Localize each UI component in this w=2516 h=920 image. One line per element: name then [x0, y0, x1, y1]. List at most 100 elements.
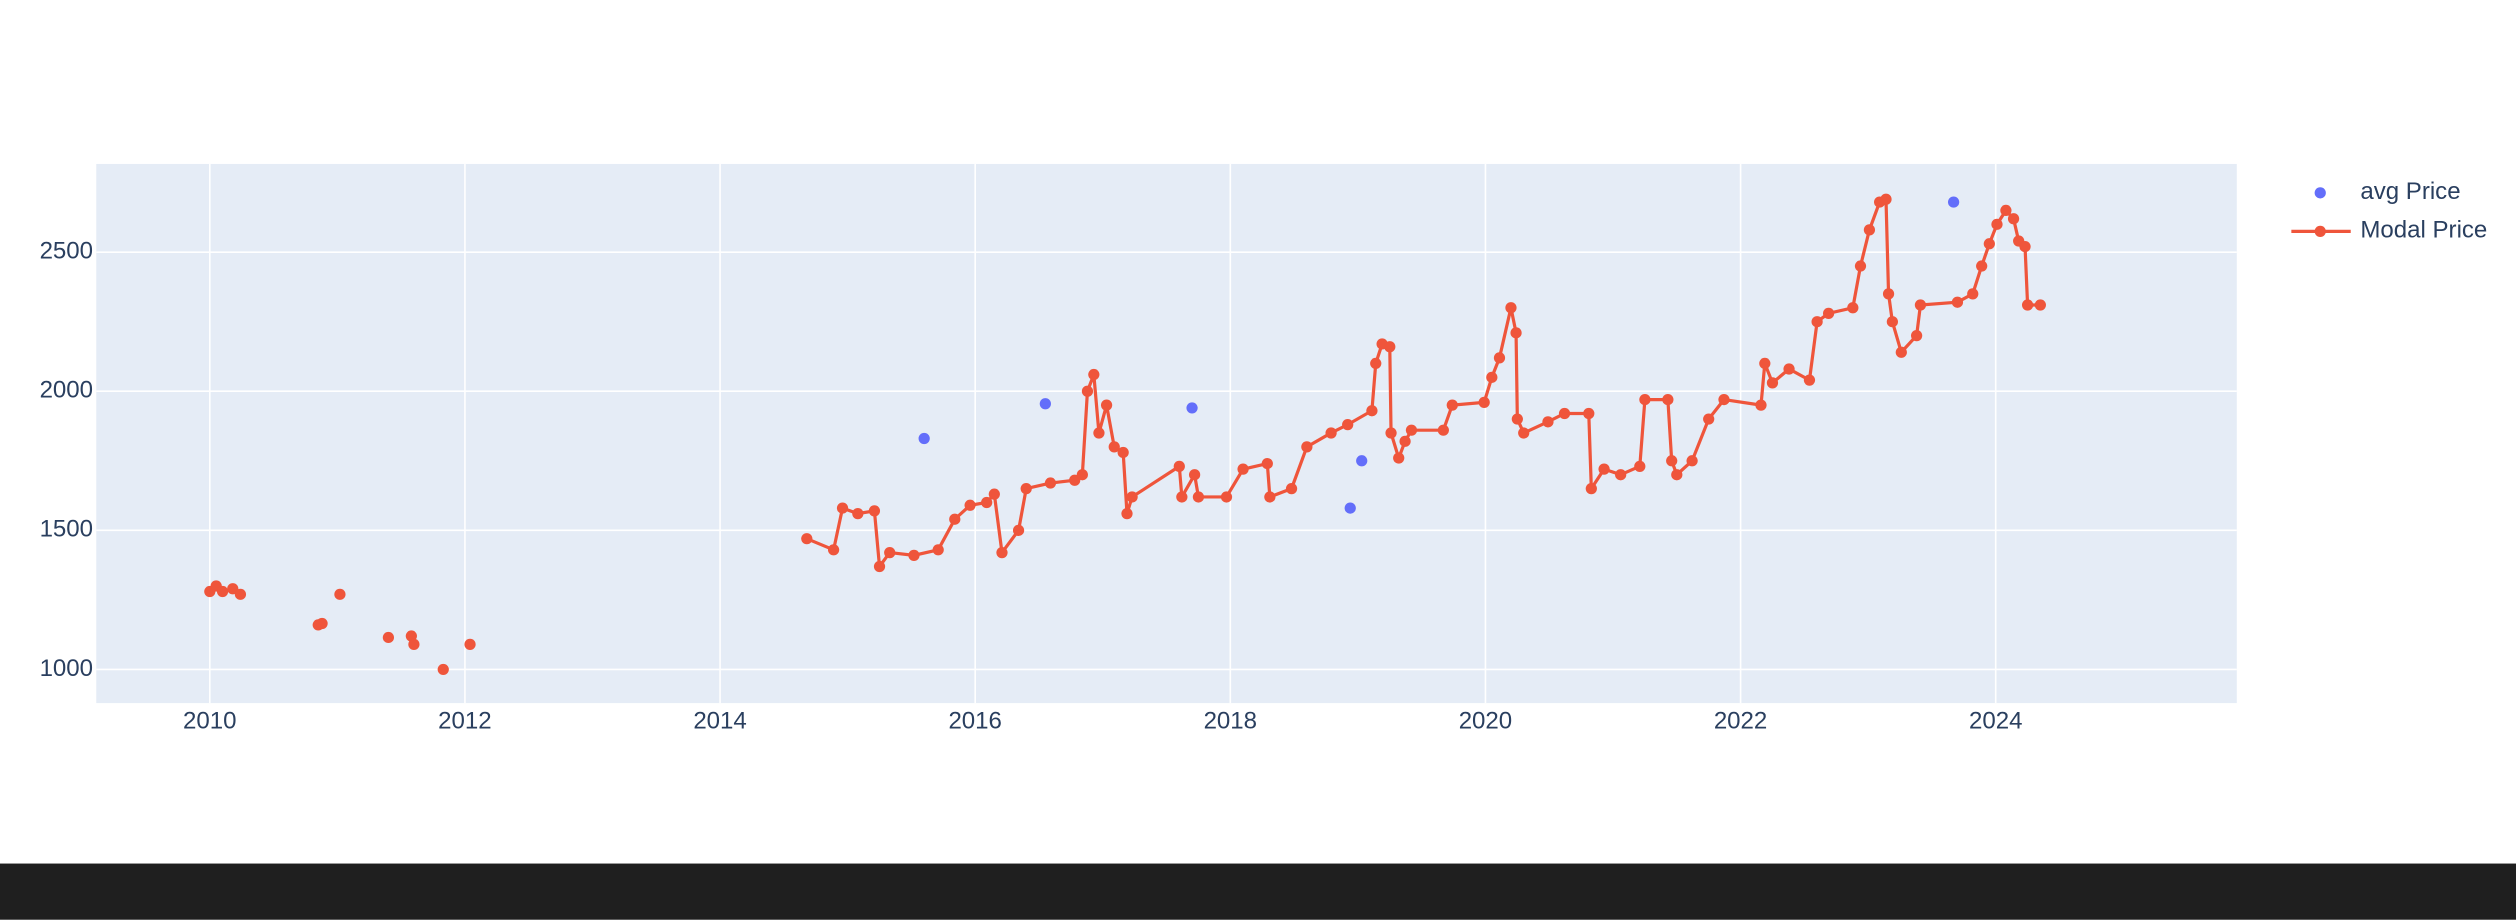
point — [2007, 213, 2020, 225]
point — [1088, 368, 1100, 381]
point — [852, 508, 864, 520]
point — [1895, 346, 1907, 358]
point — [1100, 399, 1113, 411]
point — [464, 638, 476, 651]
point — [1039, 398, 1051, 410]
x-tick-label: 2022 — [1714, 708, 1768, 735]
point — [1076, 469, 1088, 481]
point — [2034, 299, 2046, 311]
point — [1863, 224, 1876, 236]
point — [1385, 427, 1397, 439]
point — [1264, 491, 1276, 503]
point — [836, 502, 849, 514]
point — [964, 499, 976, 511]
marks — [204, 193, 2046, 676]
y-tick-label: 2500 — [40, 238, 94, 265]
point — [1220, 491, 1233, 503]
point — [1755, 399, 1767, 411]
point — [1505, 302, 1517, 314]
point — [1811, 316, 1823, 328]
grid — [96, 163, 2237, 704]
point — [1012, 524, 1025, 536]
point — [1325, 427, 1337, 439]
bottom-bar — [0, 863, 2516, 920]
y-tick-label: 1000 — [40, 655, 94, 682]
point — [1188, 469, 1201, 481]
point — [1598, 463, 1610, 475]
point — [1510, 327, 1522, 339]
y-tick-label: 2000 — [40, 377, 94, 404]
point — [382, 631, 395, 644]
x-tick-label: 2014 — [693, 708, 747, 735]
point — [1399, 435, 1411, 447]
point — [1662, 393, 1674, 406]
point — [1558, 407, 1571, 420]
point — [988, 488, 1000, 500]
point — [1803, 374, 1816, 386]
legend-marker — [2314, 225, 2326, 237]
point — [1615, 469, 1627, 481]
x-tick-label: 2020 — [1459, 708, 1512, 735]
point — [1766, 377, 1779, 389]
point — [408, 638, 420, 651]
point — [1967, 288, 1979, 300]
point — [1914, 299, 1927, 311]
point — [932, 544, 944, 556]
point — [1186, 402, 1198, 414]
point — [1093, 427, 1105, 439]
point — [1366, 405, 1378, 417]
point — [1671, 469, 1683, 481]
point — [1117, 446, 1129, 459]
point — [1237, 463, 1249, 475]
legend: avg Price Modal Price — [2291, 178, 2487, 244]
point — [981, 496, 993, 509]
point — [1344, 502, 1356, 514]
point — [437, 663, 449, 676]
point — [1983, 238, 1995, 250]
point — [1493, 352, 1506, 364]
point — [2000, 204, 2012, 217]
point — [1783, 363, 1795, 375]
point — [801, 533, 813, 545]
point — [868, 505, 881, 517]
point — [216, 585, 229, 598]
point — [1686, 455, 1698, 467]
point — [1910, 329, 1923, 342]
point — [1261, 457, 1273, 470]
point — [1044, 477, 1057, 489]
point — [1951, 296, 1964, 308]
point — [1176, 491, 1188, 503]
point — [1126, 491, 1138, 503]
point — [1486, 371, 1498, 383]
point — [1634, 460, 1646, 472]
point — [1947, 196, 1960, 208]
x-tick-label: 2016 — [948, 708, 1001, 735]
point — [1173, 460, 1185, 472]
point — [908, 549, 920, 561]
point — [949, 513, 961, 525]
point — [234, 588, 247, 600]
point — [1121, 508, 1133, 520]
point — [1192, 491, 1205, 503]
point — [1880, 193, 1892, 205]
point — [1854, 260, 1867, 272]
x-tick-label: 2024 — [1969, 708, 2023, 735]
point — [334, 588, 346, 600]
legend-marker — [2314, 187, 2326, 199]
point — [1585, 482, 1597, 495]
point — [1437, 424, 1449, 436]
point — [1393, 452, 1405, 464]
point — [2021, 299, 2034, 311]
point — [2019, 240, 2031, 253]
point — [1639, 393, 1651, 406]
legend-label: Modal Price — [2360, 217, 2487, 244]
point — [1822, 307, 1835, 319]
point — [1703, 413, 1715, 425]
point — [1356, 455, 1368, 467]
point — [1342, 419, 1354, 431]
point — [1666, 455, 1678, 467]
point — [1370, 357, 1382, 370]
point — [1285, 482, 1298, 495]
